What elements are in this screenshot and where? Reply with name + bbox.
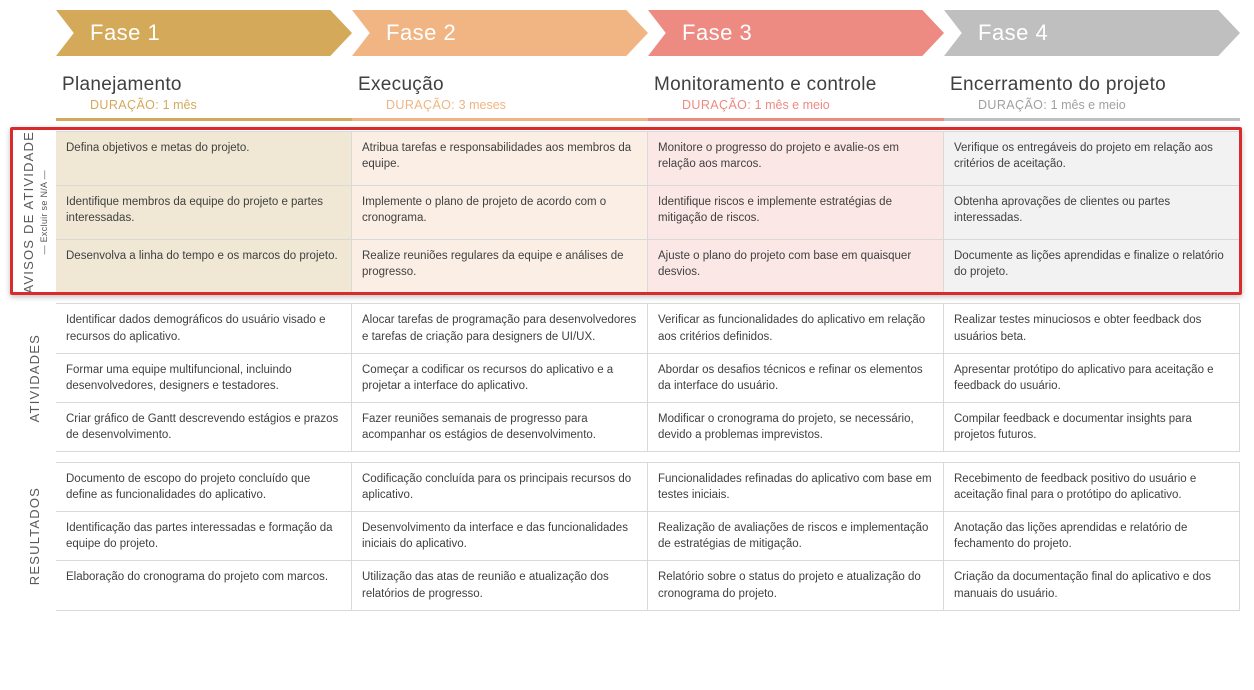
table-cell: Documente as lições aprendidas e finaliz… [944,239,1240,294]
table-cell: Identifique membros da equipe do projeto… [56,185,352,239]
table-cell: Codificação concluída para os principais… [352,462,648,511]
phase-head-4: Encerramento do projeto DURAÇÃO: 1 mês e… [944,72,1240,121]
phase-title: Planejamento [62,74,346,96]
table-cell: Obtenha aprovações de clientes ou partes… [944,185,1240,239]
side-label-avisos: AVISOS DE ATIVIDADE — Excluir se N/A — [14,131,56,293]
table-cell: Identifique riscos e implemente estratég… [648,185,944,239]
table-cell: Implemente o plano de projeto de acordo … [352,185,648,239]
table-cell: Identificar dados demográficos do usuári… [56,303,352,352]
side-label-resultados: RESULTADOS [14,462,56,611]
table-cell: Realizar testes minuciosos e obter feedb… [944,303,1240,352]
table-cell: Abordar os desafios técnicos e refinar o… [648,353,944,402]
table-cell: Verifique os entregáveis do projeto em r… [944,131,1240,185]
table-cell: Identificação das partes interessadas e … [56,511,352,560]
side-label-sub: — Excluir se N/A — [38,131,51,293]
phase-headers: Planejamento DURAÇÃO: 1 mês Execução DUR… [14,72,1240,121]
table-cell: Documento de escopo do projeto concluído… [56,462,352,511]
table-cell: Apresentar protótipo do aplicativo para … [944,353,1240,402]
chevron-label: Fase 1 [90,20,160,46]
table-cell: Utilização das atas de reunião e atualiz… [352,560,648,610]
chevron-fase-2: Fase 2 [352,10,648,56]
phase-title: Monitoramento e controle [654,74,938,96]
phase-head-1: Planejamento DURAÇÃO: 1 mês [56,72,352,121]
chevron-fase-3: Fase 3 [648,10,944,56]
table-cell: Realização de avaliações de riscos e imp… [648,511,944,560]
side-label-text: RESULTADOS [26,487,44,585]
table-cell: Realize reuniões regulares da equipe e a… [352,239,648,294]
table-cell: Fazer reuniões semanais de progresso par… [352,402,648,452]
table-cell: Modificar o cronograma do projeto, se ne… [648,402,944,452]
table-cell: Desenvolva a linha do tempo e os marcos … [56,239,352,294]
chevron-label: Fase 2 [386,20,456,46]
chevron-fase-1: Fase 1 [56,10,352,56]
table-cell: Elaboração do cronograma do projeto com … [56,560,352,610]
table-cell: Formar uma equipe multifuncional, inclui… [56,353,352,402]
chevron-label: Fase 4 [978,20,1048,46]
table-cell: Defina objetivos e metas do projeto. [56,131,352,185]
table-cell: Relatório sobre o status do projeto e at… [648,560,944,610]
table-cell: Desenvolvimento da interface e das funci… [352,511,648,560]
side-label-text: AVISOS DE ATIVIDADE [21,131,36,293]
table-cell: Alocar tarefas de programação para desen… [352,303,648,352]
table-cell: Funcionalidades refinadas do aplicativo … [648,462,944,511]
table-cell: Monitore o progresso do projeto e avalie… [648,131,944,185]
phase-duration: DURAÇÃO: 1 mês e meio [950,98,1234,112]
side-label-atividades: ATIVIDADES [14,303,56,452]
table-cell: Compilar feedback e documentar insights … [944,402,1240,452]
table-cell: Recebimento de feedback positivo do usuá… [944,462,1240,511]
phase-head-2: Execução DURAÇÃO: 3 meses [352,72,648,121]
table-cell: Criar gráfico de Gantt descrevendo estág… [56,402,352,452]
chevron-label: Fase 3 [682,20,752,46]
table-cell: Atribua tarefas e responsabilidades aos … [352,131,648,185]
phase-head-3: Monitoramento e controle DURAÇÃO: 1 mês … [648,72,944,121]
phase-title: Execução [358,74,642,96]
phase-duration: DURAÇÃO: 1 mês e meio [654,98,938,112]
table-cell: Ajuste o plano do projeto com base em qu… [648,239,944,294]
section-atividades: ATIVIDADES Identificar dados demográfico… [14,303,1240,452]
phase-duration: DURAÇÃO: 3 meses [358,98,642,112]
table-cell: Anotação das lições aprendidas e relatór… [944,511,1240,560]
chevron-fase-4: Fase 4 [944,10,1240,56]
chevron-row: Fase 1 Fase 2 Fase 3 Fase 4 [14,10,1240,56]
phase-duration: DURAÇÃO: 1 mês [62,98,346,112]
table-cell: Começar a codificar os recursos do aplic… [352,353,648,402]
section-avisos: AVISOS DE ATIVIDADE — Excluir se N/A — D… [14,131,1240,293]
side-label-text: ATIVIDADES [26,334,44,422]
section-resultados: RESULTADOS Documento de escopo do projet… [14,462,1240,611]
table-cell: Verificar as funcionalidades do aplicati… [648,303,944,352]
table-cell: Criação da documentação final do aplicat… [944,560,1240,610]
phase-title: Encerramento do projeto [950,74,1234,96]
